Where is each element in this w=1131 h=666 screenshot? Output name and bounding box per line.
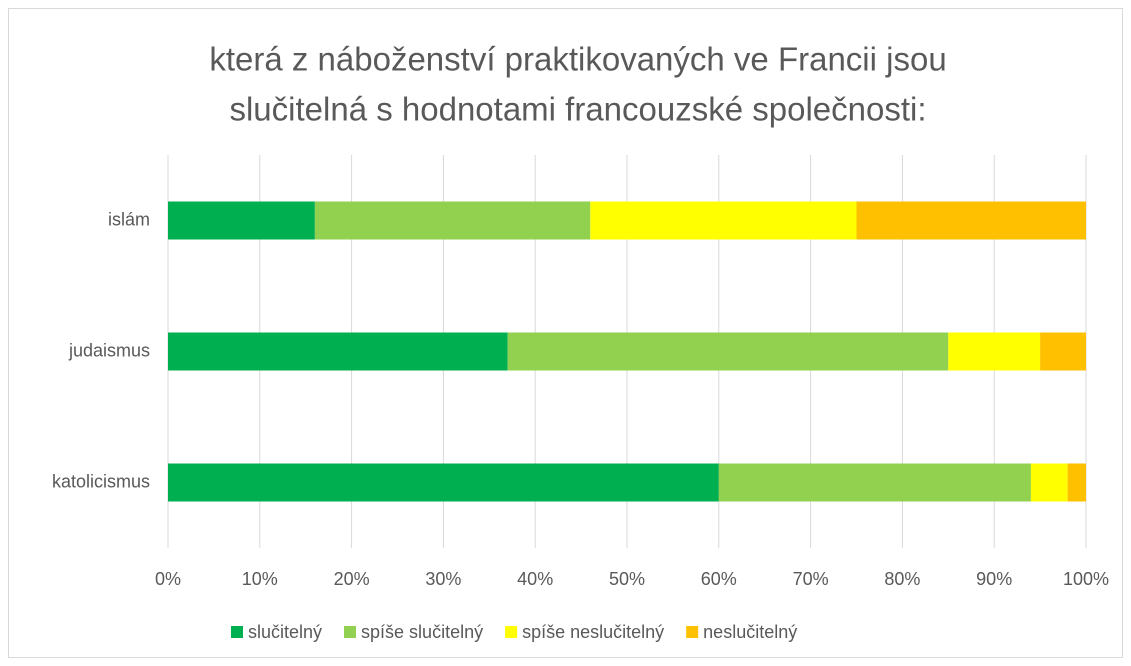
bar-segment [168, 463, 719, 502]
x-tick-label: 90% [976, 569, 1012, 589]
legend-label: neslučitelný [703, 622, 797, 642]
bar-segment [590, 201, 857, 240]
bar-segment [856, 201, 1086, 240]
x-tick-label: 40% [517, 569, 553, 589]
bar-segment [1040, 332, 1086, 371]
legend-swatch [686, 626, 699, 638]
x-tick-label: 20% [334, 569, 370, 589]
y-tick-label: katolicismus [52, 471, 150, 491]
x-tick-label: 30% [425, 569, 461, 589]
y-tick-label: islám [108, 209, 150, 229]
bar-segment [314, 201, 591, 240]
x-tick-label: 100% [1063, 569, 1109, 589]
x-tick-label: 50% [609, 569, 645, 589]
chart-title: která z náboženství praktikovaných ve Fr… [209, 41, 946, 78]
legend-swatch [231, 626, 243, 638]
x-tick-label: 60% [701, 569, 737, 589]
bar-segment [718, 463, 1031, 502]
legend-label: spíše slučitelný [361, 622, 483, 642]
legend-swatch [344, 626, 357, 638]
y-tick-label: judaismus [68, 340, 150, 360]
legend-label: spíše neslučitelný [522, 622, 664, 642]
bar-segment [168, 332, 508, 371]
legend-label: slučitelný [248, 622, 322, 642]
x-tick-label: 0% [155, 569, 181, 589]
bar-segment [948, 332, 1041, 371]
x-tick-label: 80% [884, 569, 920, 589]
bar-segment [1030, 463, 1068, 502]
bar-segment [507, 332, 949, 371]
bar-segment [168, 201, 315, 240]
x-tick-label: 70% [793, 569, 829, 589]
x-tick-label: 10% [242, 569, 278, 589]
legend-swatch [505, 626, 518, 638]
bar-segment [1067, 463, 1086, 502]
chart-title: slučitelná s hodnotami francouzské spole… [229, 91, 926, 128]
